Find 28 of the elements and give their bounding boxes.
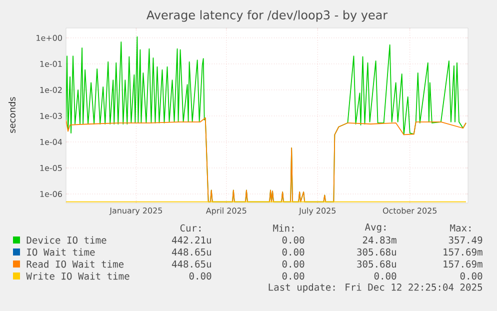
text: 0.00 <box>282 248 304 256</box>
text: Min: <box>273 224 294 232</box>
text: Max: <box>450 224 470 232</box>
text: Last update: Fri Dec 12 22:25:04 2025 <box>268 283 482 293</box>
text: 357.49 <box>448 236 482 244</box>
legend-label: Read IO Wait time <box>26 260 124 268</box>
legend-label: Write IO Wait time <box>26 272 130 280</box>
text: 0.00 <box>189 272 212 280</box>
text: Cur: <box>180 224 200 232</box>
y-axis-title: seconds <box>8 97 16 133</box>
text: 24.83m <box>362 236 396 244</box>
text: 305.68u <box>357 248 396 256</box>
text: 448.65u <box>172 260 211 268</box>
text: 157.69m <box>444 260 482 268</box>
text: 442.21u <box>172 236 211 244</box>
text: 0.00 <box>374 272 396 280</box>
text: 0.00 <box>460 272 482 280</box>
text: 448.65u <box>172 248 211 256</box>
chart-title: Average latency for /dev/loop3 - by year <box>146 10 388 22</box>
text: 0.00 <box>282 272 304 280</box>
text: 0.00 <box>282 260 304 268</box>
legend-label: Device IO time <box>26 236 106 244</box>
text: 157.69m <box>444 248 482 256</box>
line-series <box>66 117 466 202</box>
text: 0.00 <box>282 236 304 244</box>
legend-label: IO Wait time <box>27 248 95 256</box>
text: Avg: <box>364 223 386 233</box>
text: 305.68u <box>357 260 396 268</box>
